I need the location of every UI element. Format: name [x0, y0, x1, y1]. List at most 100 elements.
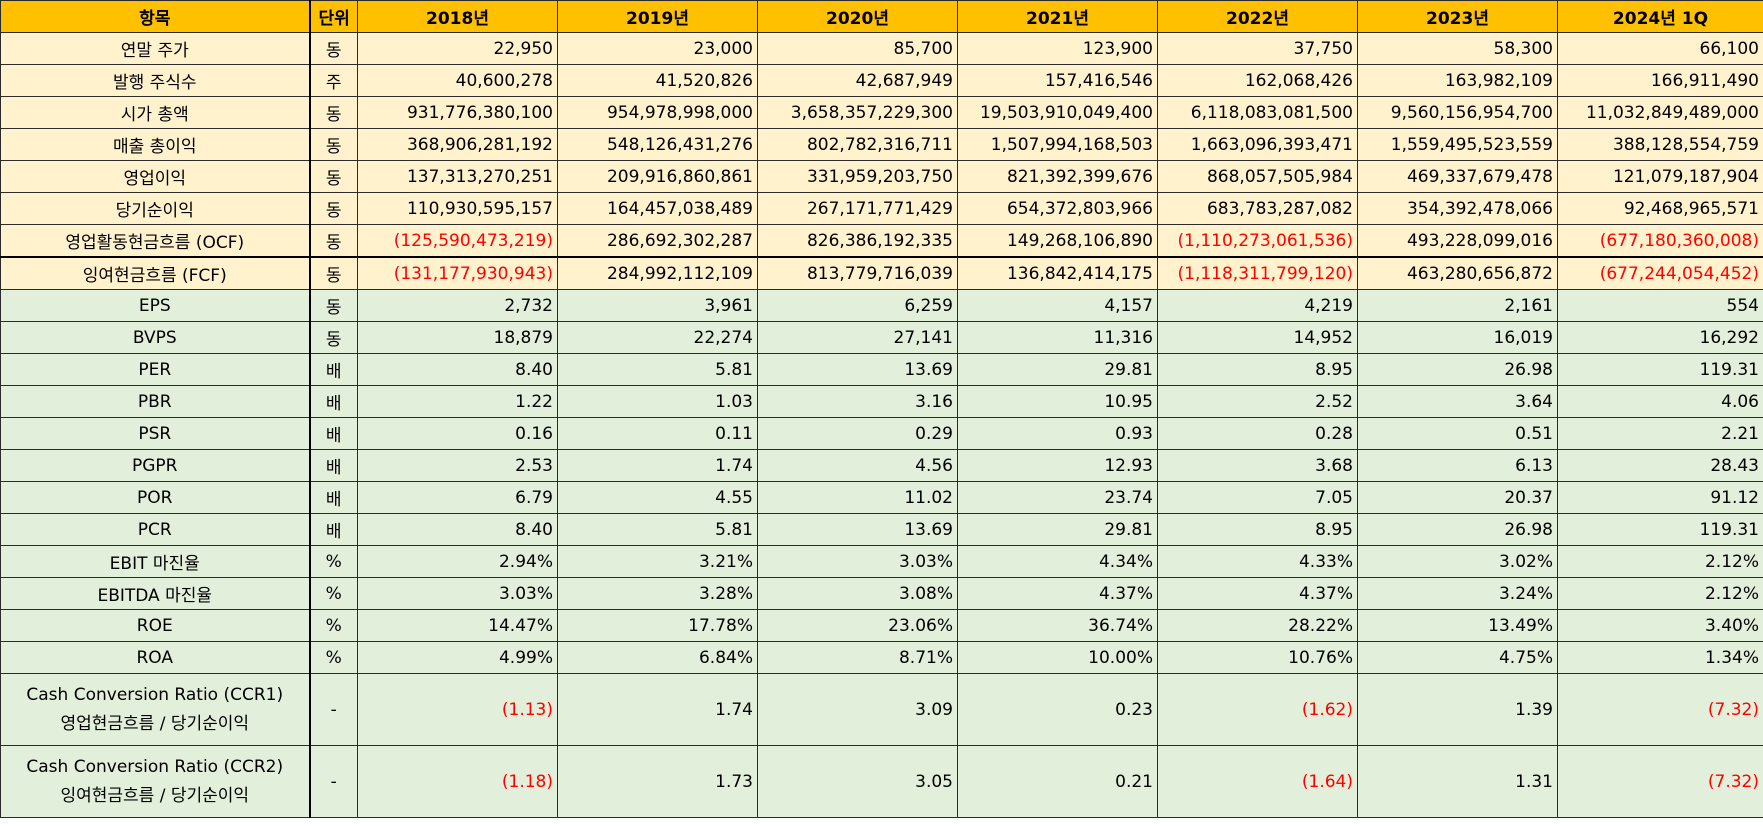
cell-value: 7.05 [1157, 481, 1358, 514]
cell-value: 267,171,771,429 [757, 192, 958, 225]
cell-value: 8.95 [1157, 353, 1358, 386]
table-row: 당기순이익 동 110,930,595,157 164,457,038,489 267,… [0, 192, 1763, 225]
cell-value: 19,503,910,049,400 [957, 96, 1158, 129]
cell-value: (7.32) [1557, 673, 1763, 746]
table-row: PCR 배 8.40 5.81 13.69 29.81 8.95 26.98 119.31 [0, 513, 1763, 546]
cell-value: 3.16 [757, 385, 958, 418]
table-row: BVPS 동 18,879 22,274 27,141 11,316 14,952 16,01… [0, 321, 1763, 354]
cell-value: 14.47% [357, 609, 558, 642]
cell-value: 1.31 [1357, 745, 1558, 818]
cell-value: 0.29 [757, 417, 958, 450]
cell-value: 4.37% [957, 577, 1158, 610]
header-year: 2019년 [557, 0, 758, 33]
cell-value: 4.56 [757, 449, 958, 482]
row-label: POR [0, 481, 310, 514]
cell-value: 22,950 [357, 32, 558, 65]
cell-value: 5.81 [557, 353, 758, 386]
cell-value: 2,732 [357, 289, 558, 322]
cell-value: 149,268,106,890 [957, 224, 1158, 258]
row-unit: 동 [308, 321, 358, 354]
cell-value: 3.09 [757, 673, 958, 746]
cell-value: 868,057,505,984 [1157, 160, 1358, 193]
row-label: Cash Conversion Ratio (CCR1) 영업현금흐름 / 당기순… [0, 673, 310, 746]
cell-value: 1.73 [557, 745, 758, 818]
cell-value: 5.81 [557, 513, 758, 546]
cell-value: 683,783,287,082 [1157, 192, 1358, 225]
cell-value: (7.32) [1557, 745, 1763, 818]
cell-value: 119.31 [1557, 513, 1763, 546]
header-year: 2024년 1Q [1557, 0, 1763, 33]
cell-value: 14,952 [1157, 321, 1358, 354]
row-unit: 동 [308, 256, 358, 290]
cell-value: (677,244,054,452) [1557, 256, 1763, 290]
row-label-line1: Cash Conversion Ratio (CCR2) [26, 756, 284, 777]
row-label: PSR [0, 417, 310, 450]
row-unit: 동 [308, 96, 358, 129]
row-unit: - [308, 745, 358, 818]
row-label: 잉여현금흐름 (FCF) [0, 256, 310, 290]
cell-value: 29.81 [957, 353, 1158, 386]
cell-value: 3.24% [1357, 577, 1558, 610]
row-unit: % [308, 577, 358, 610]
cell-value: 92,468,965,571 [1557, 192, 1763, 225]
row-unit: 동 [308, 32, 358, 65]
table-row: 발행 주식수 주 40,600,278 41,520,826 42,687,949 157… [0, 64, 1763, 97]
table-row: ROA% 4.99% 6.84% 8.71% 10.00% 10.76% 4.75% 1.34… [0, 641, 1763, 674]
cell-value: 4,157 [957, 289, 1158, 322]
cell-value: 9,560,156,954,700 [1357, 96, 1558, 129]
cell-value: 121,079,187,904 [1557, 160, 1763, 193]
cell-value: 13.49% [1357, 609, 1558, 642]
table-row: EBIT 마진율% 2.94% 3.21% 3.03% 4.34% 4.33% 3.02% 2… [0, 545, 1763, 578]
cell-value: 469,337,679,478 [1357, 160, 1558, 193]
cell-value: 23.74 [957, 481, 1158, 514]
cell-value: 164,457,038,489 [557, 192, 758, 225]
table-row: Cash Conversion Ratio (CCR1) 영업현금흐름 / 당기순… [0, 673, 1763, 746]
row-unit: 동 [308, 160, 358, 193]
row-label-line2: 영업현금흐름 / 당기순이익 [60, 713, 250, 734]
cell-value: 2,161 [1357, 289, 1558, 322]
cell-value: 4.37% [1157, 577, 1358, 610]
row-label-line1: Cash Conversion Ratio (CCR1) [26, 684, 284, 705]
cell-value: 4.34% [957, 545, 1158, 578]
cell-value: 4.55 [557, 481, 758, 514]
cell-value: 6,259 [757, 289, 958, 322]
cell-value: 28.43 [1557, 449, 1763, 482]
cell-value: 66,100 [1557, 32, 1763, 65]
cell-value: 162,068,426 [1157, 64, 1358, 97]
cell-value: 826,386,192,335 [757, 224, 958, 258]
cell-value: 4.75% [1357, 641, 1558, 674]
table-row: EPS 동 2,732 3,961 6,259 4,157 4,219 2,161 554 [0, 289, 1763, 322]
cell-value: 10.76% [1157, 641, 1358, 674]
cell-value: 110,930,595,157 [357, 192, 558, 225]
cell-value: 3,961 [557, 289, 758, 322]
table-row: PSR 배 0.16 0.11 0.29 0.93 0.28 0.51 2.21 [0, 417, 1763, 450]
cell-value: 8.71% [757, 641, 958, 674]
cell-value: 23.06% [757, 609, 958, 642]
row-unit: 배 [308, 353, 358, 386]
cell-value: 3.08% [757, 577, 958, 610]
cell-value: 0.51 [1357, 417, 1558, 450]
cell-value: 26.98 [1357, 513, 1558, 546]
row-unit: 배 [308, 481, 358, 514]
row-unit: 동 [308, 289, 358, 322]
cell-value: 1.34% [1557, 641, 1763, 674]
cell-value: (677,180,360,008) [1557, 224, 1763, 258]
cell-value: 16,292 [1557, 321, 1763, 354]
cell-value: 4,219 [1157, 289, 1358, 322]
cell-value: (1,110,273,061,536) [1157, 224, 1358, 258]
cell-value: 8.40 [357, 353, 558, 386]
table-header: 항목 단위 2018년 2019년 2020년 2021년 2022년 2023… [0, 0, 1763, 33]
cell-value: 388,128,554,759 [1557, 128, 1763, 161]
row-unit: 배 [308, 513, 358, 546]
cell-value: 37,750 [1157, 32, 1358, 65]
cell-value: 27,141 [757, 321, 958, 354]
cell-value: 954,978,998,000 [557, 96, 758, 129]
table-row: POR 배 6.79 4.55 11.02 23.74 7.05 20.37 91.12 [0, 481, 1763, 514]
cell-value: 163,982,109 [1357, 64, 1558, 97]
row-unit: 동 [308, 192, 358, 225]
cell-value: 0.11 [557, 417, 758, 450]
table-row: PER 배 8.40 5.81 13.69 29.81 8.95 26.98 119.31 [0, 353, 1763, 386]
row-unit: % [308, 609, 358, 642]
table-row: 영업이익 동 137,313,270,251 209,916,860,861 331,9… [0, 160, 1763, 193]
cell-value: 1.39 [1357, 673, 1558, 746]
